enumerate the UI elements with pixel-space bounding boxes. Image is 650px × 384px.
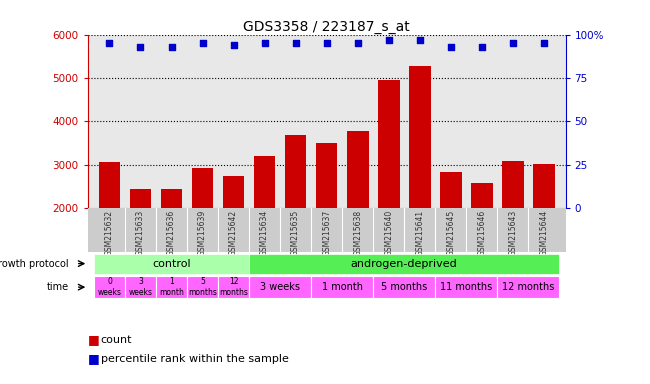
Text: time: time: [47, 282, 69, 292]
Bar: [311, 276, 373, 298]
Point: [198, 40, 208, 46]
Point: [508, 40, 518, 46]
Bar: [471, 183, 493, 295]
Bar: [99, 162, 120, 295]
Bar: [223, 176, 244, 295]
Text: count: count: [101, 335, 132, 345]
Text: GSM215634: GSM215634: [260, 210, 269, 257]
Point: [352, 40, 363, 46]
Point: [228, 42, 239, 48]
Point: [135, 44, 146, 50]
Text: GSM215632: GSM215632: [105, 210, 114, 256]
Text: 12 months: 12 months: [502, 282, 554, 292]
Text: 12
months: 12 months: [219, 277, 248, 297]
Bar: [218, 276, 249, 298]
Bar: [409, 66, 430, 295]
Bar: [161, 189, 183, 295]
Bar: [187, 276, 218, 298]
Bar: [192, 168, 213, 295]
Bar: [373, 276, 436, 298]
Bar: [316, 143, 337, 295]
Point: [476, 44, 487, 50]
Bar: [94, 253, 249, 274]
Point: [166, 44, 177, 50]
Bar: [347, 131, 369, 295]
Text: 0
weeks: 0 weeks: [98, 277, 122, 297]
Text: GSM215645: GSM215645: [446, 210, 455, 257]
Text: GSM215638: GSM215638: [353, 210, 362, 256]
Bar: [378, 80, 400, 295]
Bar: [156, 276, 187, 298]
Text: GSM215639: GSM215639: [198, 210, 207, 257]
Point: [104, 40, 114, 46]
Text: 1 month: 1 month: [322, 282, 363, 292]
Bar: [249, 253, 559, 274]
Text: 3
weeks: 3 weeks: [129, 277, 153, 297]
Text: growth protocol: growth protocol: [0, 258, 69, 269]
Bar: [129, 189, 151, 295]
Text: percentile rank within the sample: percentile rank within the sample: [101, 354, 289, 364]
Bar: [502, 161, 524, 295]
Text: control: control: [152, 258, 191, 269]
Text: 5 months: 5 months: [381, 282, 427, 292]
Bar: [125, 276, 156, 298]
Point: [415, 37, 425, 43]
Bar: [440, 172, 461, 295]
Bar: [94, 276, 125, 298]
Point: [539, 40, 549, 46]
Bar: [254, 156, 276, 295]
Text: GSM215637: GSM215637: [322, 210, 331, 257]
Bar: [436, 276, 497, 298]
Point: [321, 40, 332, 46]
Text: GSM215635: GSM215635: [291, 210, 300, 257]
Text: GSM215641: GSM215641: [415, 210, 424, 256]
Point: [259, 40, 270, 46]
Text: GSM215633: GSM215633: [136, 210, 145, 257]
Text: androgen-deprived: androgen-deprived: [351, 258, 458, 269]
Text: ■: ■: [88, 333, 99, 346]
Text: GSM215646: GSM215646: [477, 210, 486, 257]
Text: 3 weeks: 3 weeks: [260, 282, 300, 292]
Point: [445, 44, 456, 50]
Text: GSM215640: GSM215640: [384, 210, 393, 257]
Bar: [285, 135, 306, 295]
Point: [384, 37, 394, 43]
Text: 11 months: 11 months: [440, 282, 492, 292]
Text: GSM215643: GSM215643: [508, 210, 517, 257]
Text: GSM215644: GSM215644: [540, 210, 549, 257]
Title: GDS3358 / 223187_s_at: GDS3358 / 223187_s_at: [243, 20, 410, 33]
Text: GSM215642: GSM215642: [229, 210, 238, 256]
Text: 5
months: 5 months: [188, 277, 217, 297]
Bar: [249, 276, 311, 298]
Text: ■: ■: [88, 353, 99, 366]
Bar: [533, 164, 554, 295]
Point: [291, 40, 301, 46]
Text: GSM215636: GSM215636: [167, 210, 176, 257]
Bar: [497, 276, 559, 298]
Text: 1
month: 1 month: [159, 277, 184, 297]
